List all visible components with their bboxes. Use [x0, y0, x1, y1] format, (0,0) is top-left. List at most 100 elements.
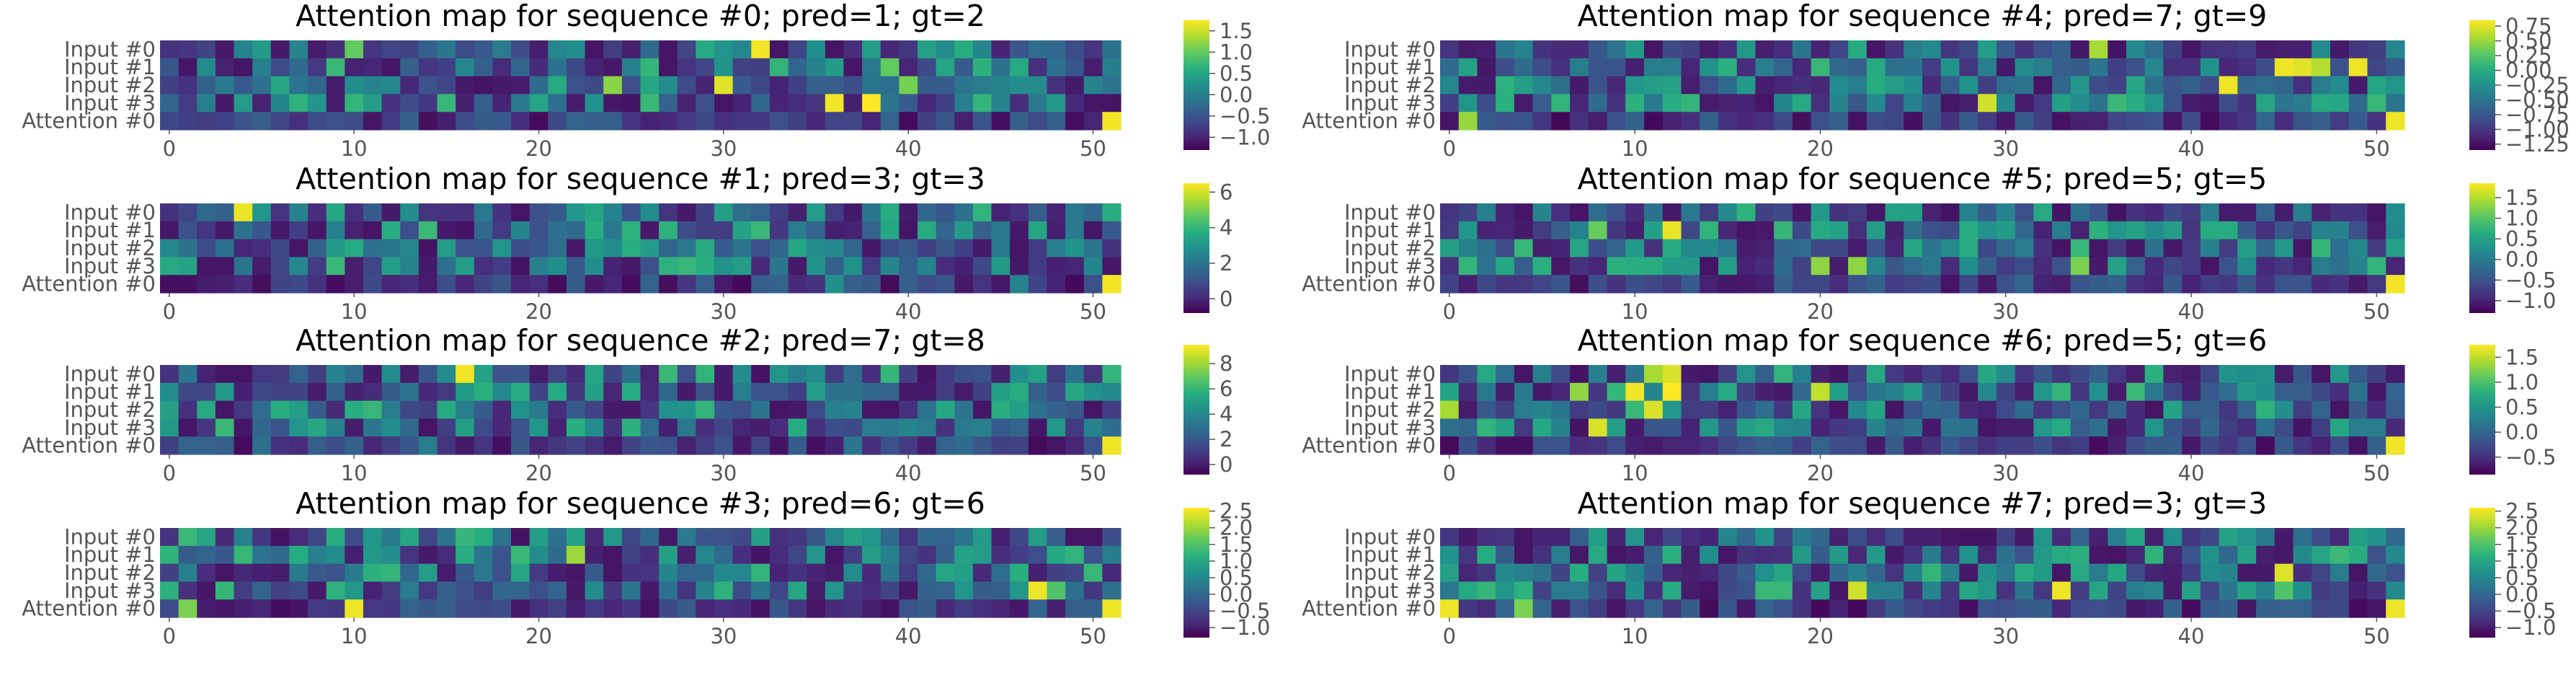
heatmap-cell: [456, 581, 475, 600]
colorbar-tick-label: −0.5: [1220, 104, 1270, 128]
heatmap-cell: [1440, 112, 1460, 131]
heatmap-cell: [178, 112, 197, 131]
heatmap-cell: [880, 94, 900, 113]
heatmap-cell: [2256, 400, 2275, 419]
heatmap-cell: [1959, 545, 1978, 565]
heatmap-cell: [751, 418, 770, 437]
colorbar-tick-label: 1.0: [2505, 549, 2539, 573]
heatmap-cell: [1885, 400, 1904, 419]
heatmap-cell: [1755, 40, 1775, 59]
heatmap-cell: [1625, 418, 1645, 437]
heatmap-cell: [2386, 418, 2405, 437]
heatmap-cell: [677, 365, 696, 384]
heatmap-cell: [1644, 58, 1664, 77]
heatmap-cell: [2144, 436, 2164, 455]
heatmap-cell: [825, 203, 845, 222]
colorbar-tick-label: 8: [1220, 351, 1233, 376]
heatmap-cell: [843, 221, 863, 240]
heatmap-cell: [788, 563, 807, 582]
heatmap-cell: [1700, 58, 1719, 77]
heatmap-cell: [1829, 257, 1849, 276]
heatmap-cell: [234, 40, 253, 59]
heatmap-cell: [2311, 382, 2331, 402]
heatmap-cell: [991, 239, 1011, 257]
heatmap-cell: [2163, 563, 2182, 582]
heatmap-cell: [918, 581, 937, 600]
heatmap-cell: [954, 528, 974, 547]
heatmap-cell: [2033, 528, 2053, 547]
heatmap-cell: [2070, 94, 2090, 113]
heatmap-cell: [696, 528, 715, 547]
heatmap-cell: [456, 528, 475, 547]
heatmap-cell: [862, 76, 881, 94]
heatmap-cell: [2108, 563, 2127, 582]
heatmap-cell: [2163, 581, 2182, 600]
heatmap-cell: [714, 545, 734, 565]
heatmap-cell: [788, 257, 807, 276]
heatmap-cell: [2108, 40, 2127, 59]
heatmap-cell: [1028, 239, 1048, 257]
colorbar-tick-label: 1.0: [2505, 370, 2539, 395]
heatmap-cell: [178, 221, 197, 240]
heatmap-cell: [1514, 528, 1534, 547]
heatmap-cell: [2182, 203, 2201, 222]
heatmap-cell: [936, 581, 955, 600]
heatmap-cell: [714, 528, 734, 547]
heatmap-cell: [972, 257, 992, 276]
heatmap-cell: [363, 382, 383, 402]
heatmap-cell: [825, 528, 845, 547]
heatmap-cell: [197, 418, 216, 437]
heatmap-cell: [2219, 94, 2239, 113]
heatmap-cell: [603, 76, 623, 94]
colorbar-tick-label: 1.5: [2505, 532, 2539, 557]
heatmap-cell: [2237, 257, 2257, 276]
heatmap-cell: [363, 528, 383, 547]
heatmap-cell: [1102, 40, 1122, 59]
heatmap-cell: [2311, 221, 2331, 240]
colorbar-tick-label: −0.5: [2505, 599, 2556, 623]
heatmap-cell: [918, 221, 937, 240]
heatmap-cell: [566, 275, 586, 294]
heatmap-cell: [456, 382, 475, 402]
heatmap-cell: [345, 418, 364, 437]
heatmap-cell: [2367, 400, 2386, 419]
heatmap-cell: [1718, 599, 1738, 618]
heatmap-cell: [1848, 239, 1867, 257]
colorbar-tick-label: 2: [1220, 427, 1233, 452]
heatmap-cell: [1904, 257, 1923, 276]
heatmap-cell: [2182, 112, 2201, 131]
heatmap-cell: [2070, 365, 2090, 384]
heatmap-cell: [659, 76, 678, 94]
heatmap-cell: [2108, 436, 2127, 455]
heatmap-cell: [603, 599, 623, 618]
heatmap-cell: [659, 418, 678, 437]
heatmap-cell: [1774, 40, 1793, 59]
heatmap-cell: [529, 365, 548, 384]
heatmap-cell: [437, 400, 456, 419]
heatmap-cell: [2367, 436, 2386, 455]
heatmap-cell: [492, 94, 512, 113]
heatmap-cell: [1885, 365, 1904, 384]
heatmap-cell: [492, 436, 512, 455]
heatmap-cell: [2274, 581, 2294, 600]
heatmap-cell: [1625, 275, 1645, 294]
heatmap-cell: [308, 365, 327, 384]
heatmap-cell: [603, 528, 623, 547]
heatmap-cell: [2144, 58, 2164, 77]
heatmap-cell: [1996, 528, 2016, 547]
heatmap-cell: [1514, 257, 1534, 276]
heatmap-cell: [1458, 94, 1478, 113]
heatmap-cell: [1588, 239, 1608, 257]
heatmap-cell: [2089, 382, 2108, 402]
heatmap-cell: [1477, 528, 1496, 547]
heatmap-cell: [1662, 257, 1682, 276]
heatmap-cell: [474, 382, 494, 402]
heatmap-cell: [345, 365, 364, 384]
heatmap-cell: [2311, 203, 2331, 222]
heatmap-cell: [991, 563, 1011, 582]
heatmap-cell: [972, 436, 992, 455]
heatmap-cell: [270, 528, 290, 547]
heatmap-cell: [1065, 94, 1085, 113]
heatmap-cell: [585, 365, 604, 384]
heatmap-cell: [621, 436, 641, 455]
